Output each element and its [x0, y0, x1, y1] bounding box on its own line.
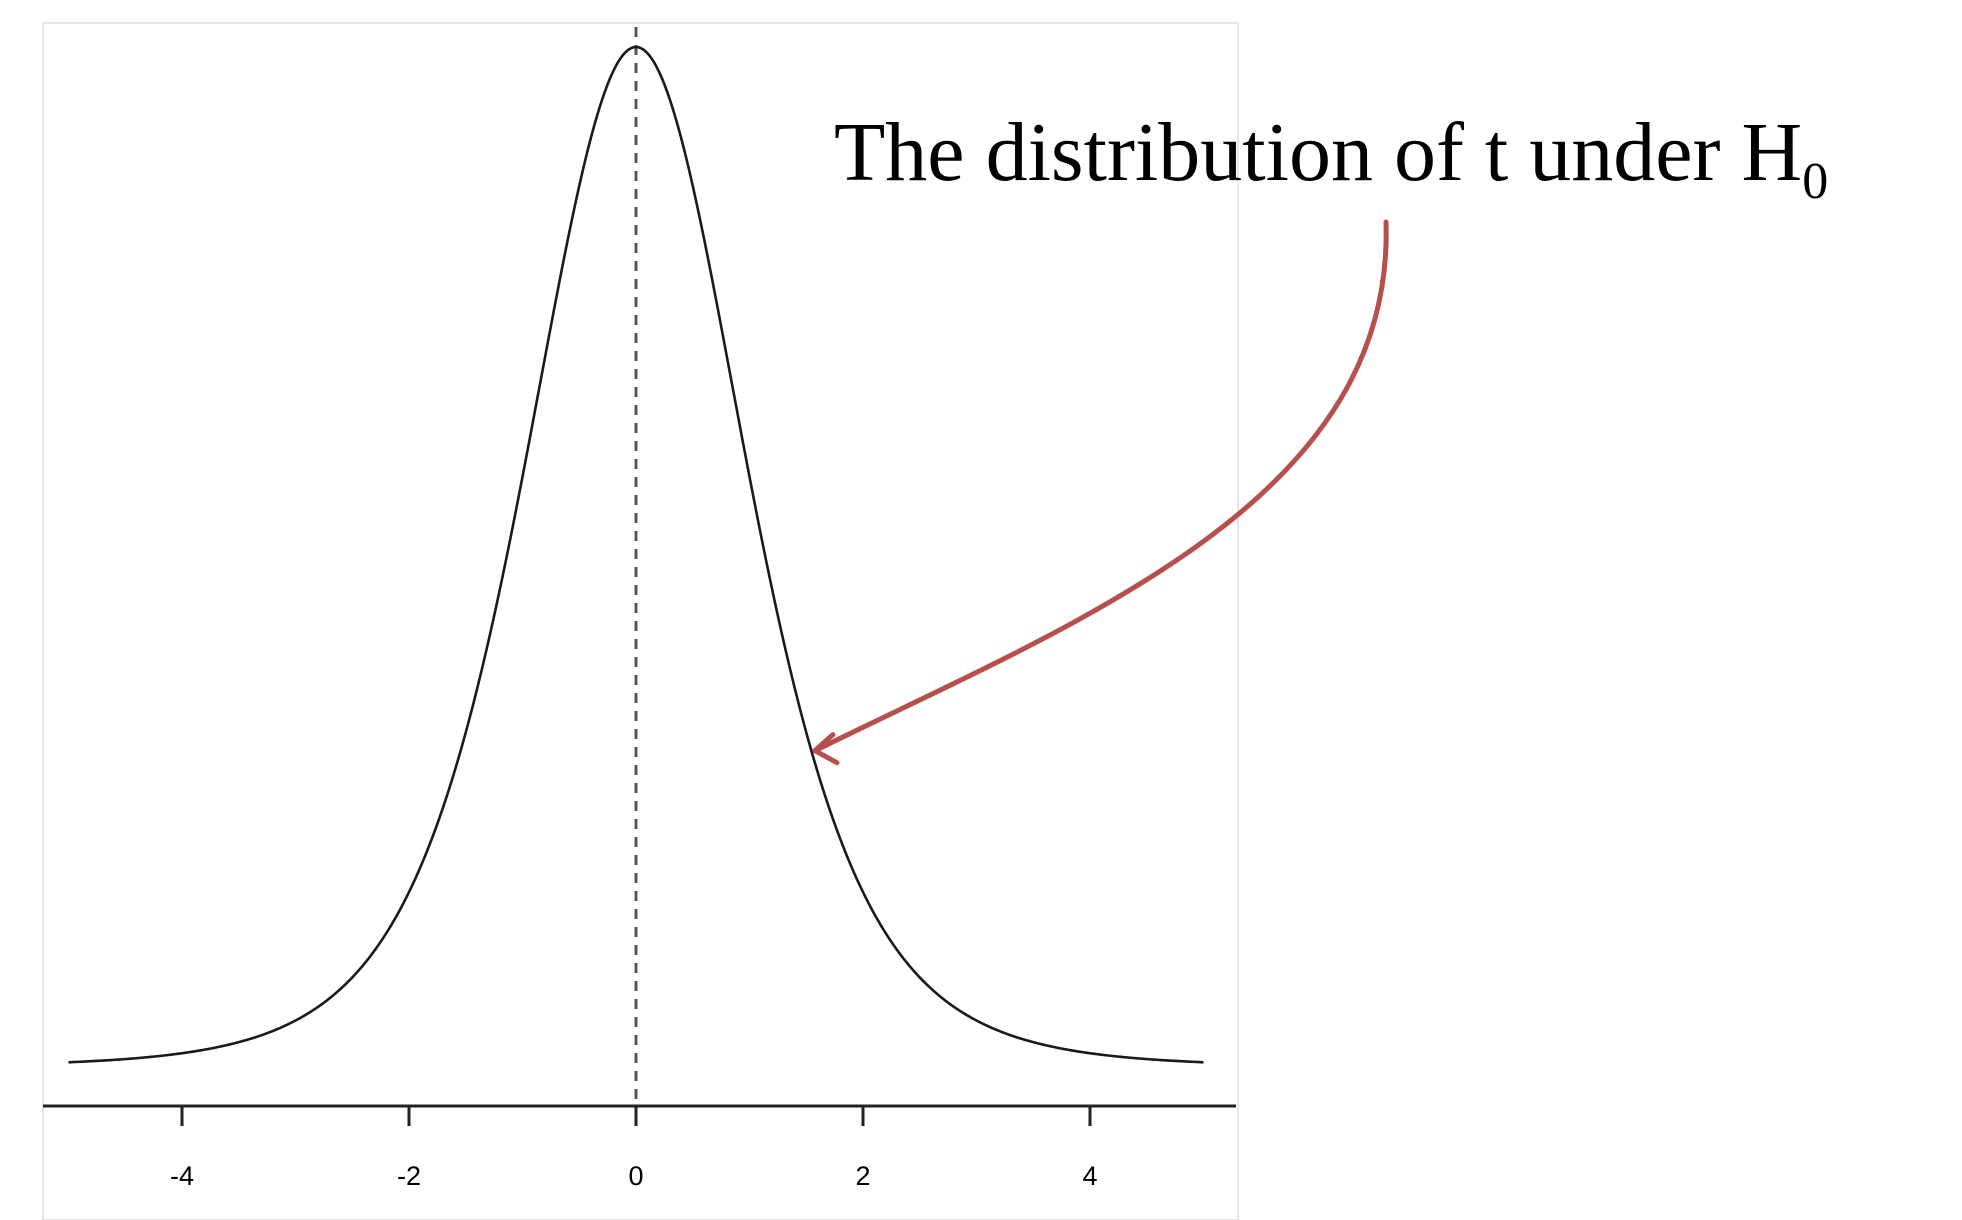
annotation-subscript: 0 — [1802, 153, 1828, 210]
x-tick-label: 2 — [855, 1161, 870, 1191]
plot-panel — [42, 22, 1239, 1220]
annotation-arrowhead — [812, 732, 840, 766]
x-tick-label: -2 — [397, 1161, 421, 1191]
annotation-label: The distribution of t under H0 — [834, 106, 1828, 210]
x-tick-label: 0 — [628, 1161, 643, 1191]
x-tick-label: 4 — [1082, 1161, 1097, 1191]
annotation-main-text: The distribution of t under H — [834, 106, 1802, 199]
t-density-curve — [68, 45, 1204, 1064]
x-tick-label: -4 — [170, 1161, 194, 1191]
x-axis-ticks: -4 -2 0 2 4 — [170, 1106, 1098, 1191]
annotation-arrow — [812, 219, 1389, 754]
